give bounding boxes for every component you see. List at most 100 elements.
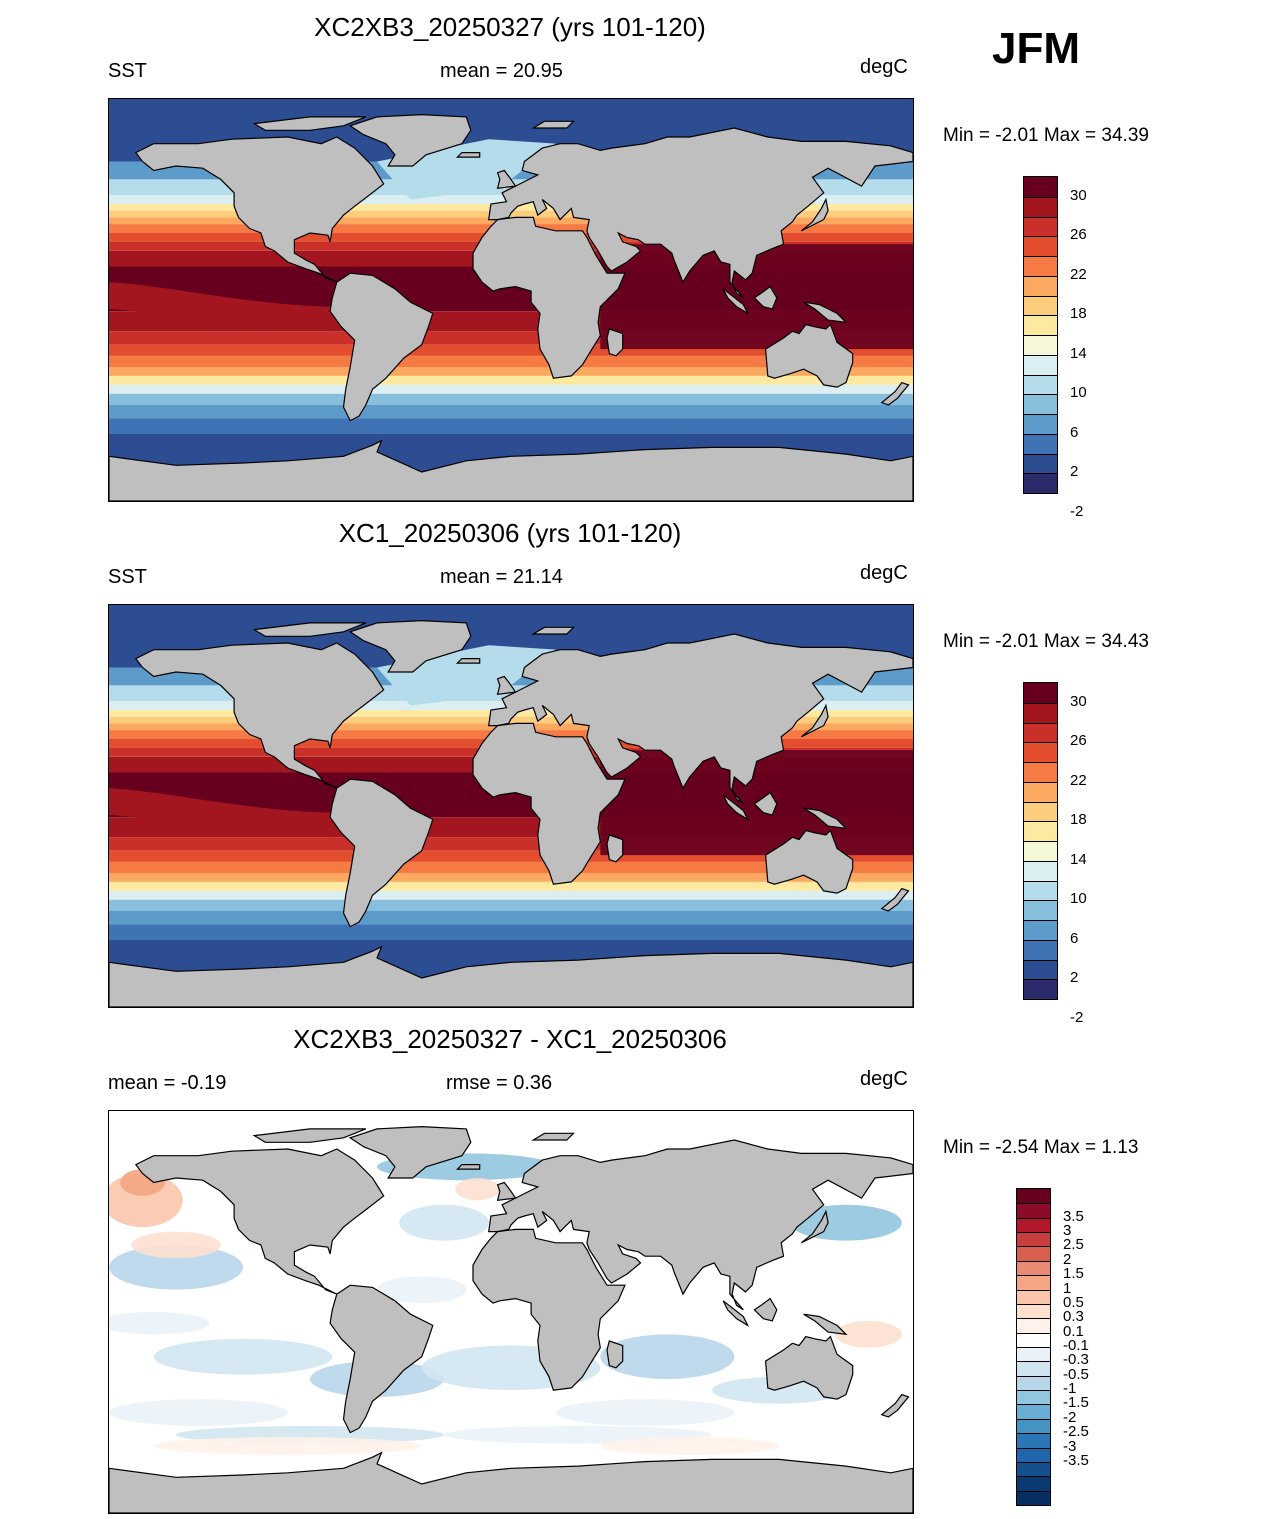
colorbar-swatch — [1017, 1203, 1050, 1218]
negative-anomaly — [555, 1399, 735, 1426]
colorbar-swatch — [1017, 1390, 1050, 1405]
land-northAmerica — [134, 1148, 385, 1295]
colorbar-swatch — [1024, 394, 1057, 414]
land-newGuinea — [803, 301, 848, 324]
negative-anomaly — [109, 1312, 210, 1335]
positive-anomaly — [153, 1437, 422, 1455]
colorbar-swatch — [1024, 821, 1057, 841]
cold-tongue — [109, 788, 333, 838]
colorbar-tick-label: 1.5 — [1063, 1265, 1084, 1283]
land-nz — [880, 887, 910, 912]
land-africa — [472, 722, 626, 885]
season-label: JFM — [992, 24, 1080, 73]
colorbar-swatch — [1024, 354, 1057, 375]
colorbar-swatch — [1024, 762, 1057, 782]
land-sumatra — [722, 794, 750, 821]
colorbar-tick-label: 2 — [1070, 463, 1079, 481]
sst-band — [109, 393, 913, 405]
land-sumatra — [722, 1300, 750, 1327]
colorbar-swatch — [1024, 939, 1057, 960]
land-arcticIslands — [252, 622, 367, 637]
land-japan — [800, 703, 829, 738]
colorbar-tick-label: 0.3 — [1063, 1308, 1084, 1326]
land-eurasia — [488, 1139, 913, 1311]
colorbar-swatch — [1024, 722, 1057, 743]
colorbar-swatch — [1024, 900, 1057, 920]
panel-1-variable: SST — [108, 60, 147, 82]
panel-2-units: degC — [860, 562, 908, 584]
land-arcticIslands — [252, 116, 367, 131]
land-borneo — [753, 791, 778, 816]
negative-anomaly — [600, 1334, 735, 1379]
land-svalbard — [531, 1132, 575, 1141]
colorbar-tick-label: -2 — [1070, 502, 1084, 520]
panel-2-mean: mean = 21.14 — [440, 566, 563, 588]
negative-anomaly — [109, 1399, 288, 1426]
colorbar-swatch — [1017, 1361, 1050, 1376]
panel-1-units: degC — [860, 56, 908, 78]
colorbar-tick-label: 18 — [1070, 811, 1087, 829]
positive-anomaly — [455, 1178, 500, 1201]
colorbar-tick-label: -1 — [1063, 1380, 1077, 1398]
land-iceland — [455, 151, 481, 158]
panel-2-colorbar — [1023, 682, 1058, 1000]
negative-anomaly — [109, 1245, 243, 1290]
colorbar-tick-label: -3 — [1063, 1437, 1077, 1455]
colorbar-tick-label: 22 — [1070, 771, 1087, 789]
colorbar-swatch — [1017, 1476, 1050, 1491]
negative-anomaly — [399, 1204, 489, 1241]
land-japan — [800, 1209, 829, 1244]
land-greenland — [348, 113, 472, 167]
colorbar-swatch — [1024, 295, 1057, 316]
colorbar-swatch — [1024, 979, 1057, 999]
colorbar-swatch — [1017, 1490, 1050, 1505]
colorbar-swatch — [1017, 1347, 1050, 1362]
colorbar-swatch — [1017, 1375, 1050, 1391]
colorbar-swatch — [1024, 335, 1057, 355]
colorbar-tick-label: 26 — [1070, 226, 1087, 244]
panel-2-title: XC1_20250306 (yrs 101-120) — [338, 518, 682, 548]
colorbar-tick-label: -2 — [1070, 1008, 1084, 1026]
panel-3-units: degC — [860, 1068, 908, 1090]
colorbar-tick-label: 2 — [1063, 1250, 1072, 1268]
colorbar-swatch — [1024, 433, 1057, 454]
panel-3-rmse: rmse = 0.36 — [446, 1072, 553, 1094]
sst-band — [109, 355, 913, 367]
colorbar-swatch — [1024, 920, 1057, 940]
colorbar-swatch — [1017, 1246, 1050, 1261]
colorbar-swatch — [1024, 860, 1057, 881]
land-svalbard — [531, 120, 575, 129]
land-uk — [496, 675, 517, 696]
land-iceland — [455, 657, 481, 664]
land-antarctica — [109, 439, 913, 501]
panel-3-mean: mean = -0.19 — [108, 1072, 227, 1094]
colorbar-tick-label: 6 — [1070, 929, 1079, 947]
colorbar-tick-label: -2.5 — [1063, 1423, 1089, 1441]
colorbar-tick-label: 10 — [1070, 384, 1087, 402]
sst-band — [109, 384, 913, 394]
colorbar-swatch — [1024, 742, 1057, 762]
sst-band — [109, 405, 913, 419]
colorbar-swatch — [1017, 1318, 1050, 1333]
land-southAmerica — [329, 1284, 434, 1434]
colorbar-swatch — [1017, 1447, 1050, 1462]
colorbar-tick-label: 0.1 — [1063, 1322, 1084, 1340]
sst-band — [109, 861, 913, 873]
sst-band — [109, 924, 913, 940]
colorbar-swatch — [1017, 1418, 1050, 1434]
colorbar-tick-label: -2 — [1063, 1408, 1077, 1426]
colorbar-tick-label: 10 — [1070, 890, 1087, 908]
colorbar-swatch — [1024, 683, 1057, 703]
colorbar-swatch — [1024, 841, 1057, 861]
land-japan — [800, 197, 829, 232]
colorbar-swatch — [1024, 196, 1057, 217]
sst-band — [109, 367, 913, 376]
colorbar-tick-label: -0.3 — [1063, 1351, 1089, 1369]
land-southAmerica — [329, 778, 434, 928]
sst-band — [109, 890, 913, 900]
panel-2-map — [108, 604, 914, 1008]
colorbar-tick-label: 22 — [1070, 265, 1087, 283]
land-newGuinea — [803, 807, 848, 830]
negative-anomaly — [377, 1276, 467, 1304]
land-australia — [764, 1335, 854, 1400]
